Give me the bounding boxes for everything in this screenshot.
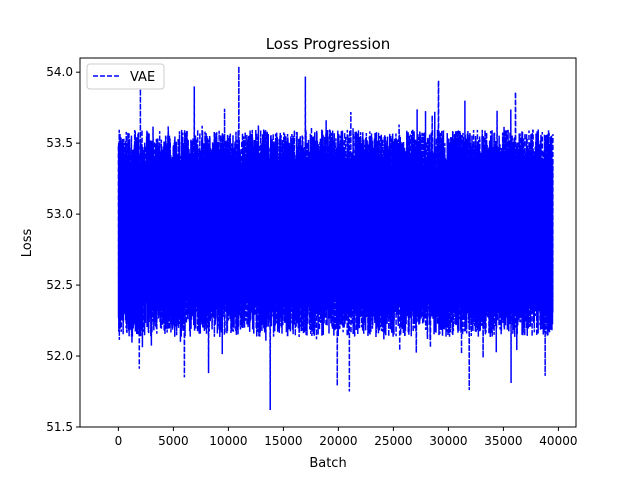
legend-box [86,63,165,90]
y-tick-label: 52.0 [46,349,73,363]
legend-label-vae: VAE [130,70,155,85]
x-axis: 0 5000 10000 15000 20000 25000 30000 35000 40000 [115,427,577,448]
plot-area [79,57,577,428]
x-tick-label: 20000 [319,434,357,448]
series-line-vae [117,66,554,410]
x-tick-label: 40000 [539,434,577,448]
y-tick-label: 54.0 [46,65,73,79]
y-tick-label: 53.0 [46,207,73,221]
x-tick-label: 10000 [209,434,247,448]
y-axis-label: Loss [20,229,35,258]
x-tick-label: 25000 [374,434,412,448]
y-tick-label: 51.5 [46,420,73,434]
x-axis-label: Batch [309,456,346,471]
y-axis: 51.5 52.0 52.5 53.0 53.5 54.0 [46,65,80,434]
plot-frame [79,57,577,428]
x-tick-label: 30000 [429,434,467,448]
x-tick-label: 15000 [264,434,302,448]
x-tick-label: 5000 [158,434,189,448]
legend: VAE [86,63,165,90]
y-tick-label: 52.5 [46,278,73,292]
chart-title: Loss Progression [266,35,391,53]
x-tick-label: 0 [115,434,123,448]
series-layer [117,66,554,410]
x-tick-label: 35000 [484,434,522,448]
y-tick-label: 53.5 [46,136,73,150]
